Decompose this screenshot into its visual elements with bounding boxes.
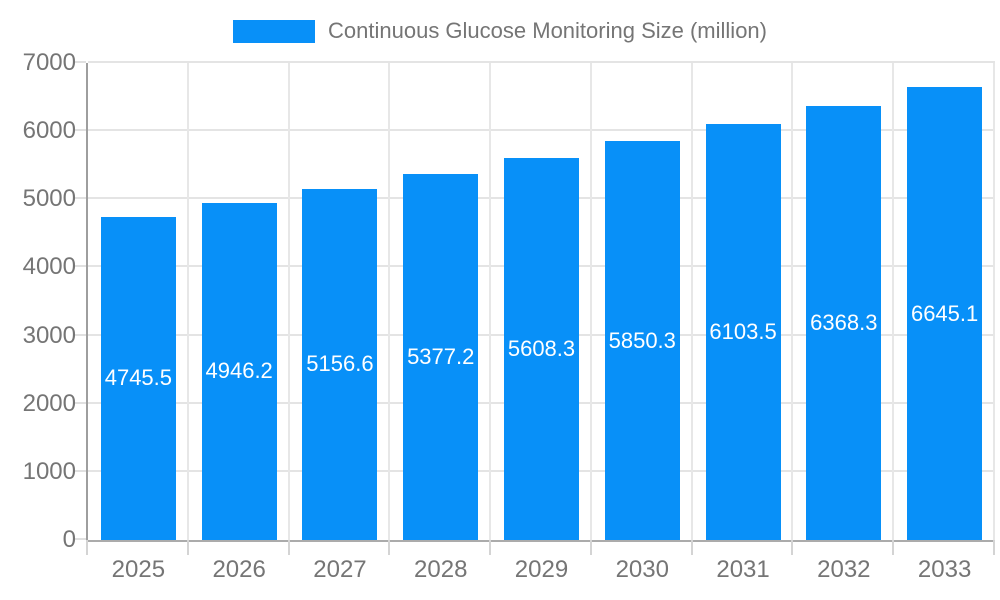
- legend-color-swatch: [233, 19, 316, 43]
- bar-value-label: 5608.3: [507, 335, 576, 361]
- x-tick-label: 2029: [514, 556, 569, 583]
- y-tick-label: 3000: [22, 321, 76, 349]
- bar-value-label: 6645.1: [910, 300, 979, 326]
- x-tick: [287, 540, 290, 555]
- y-tick-label: 7000: [22, 49, 76, 76]
- plot-area: 4745.5 4946.2 5156.6 5377.2 5608.3 5850.3 6103…: [74, 61, 995, 555]
- x-tick: [791, 540, 794, 555]
- v-gridline: [589, 63, 592, 540]
- v-gridline: [791, 63, 794, 540]
- legend: Continuous Glucose Monitoring Size (mill…: [0, 18, 1000, 44]
- bar-value-label: 6368.3: [810, 310, 878, 336]
- bar: [403, 173, 479, 540]
- bar: [806, 106, 882, 540]
- y-tick: [74, 469, 86, 472]
- x-tick-label: 2032: [817, 556, 871, 583]
- x-tick: [388, 540, 391, 555]
- bar-value-label: 5850.3: [608, 327, 676, 353]
- y-tick-label: 1000: [22, 457, 76, 485]
- v-gridline: [489, 63, 492, 540]
- y-tick: [74, 333, 86, 336]
- bar-value-label: 6103.5: [709, 319, 777, 345]
- v-gridline: [690, 63, 693, 540]
- bar: [705, 124, 781, 540]
- x-tick-label: 2031: [716, 556, 770, 583]
- y-tick: [74, 401, 86, 404]
- bar: [302, 188, 378, 540]
- bar: [100, 216, 176, 540]
- y-tick-label: 0: [62, 526, 76, 553]
- h-gridline: [88, 61, 995, 63]
- y-tick: [74, 197, 86, 200]
- v-gridline: [388, 63, 391, 540]
- x-tick: [489, 540, 492, 555]
- y-tick: [74, 265, 86, 268]
- v-gridline: [892, 63, 895, 540]
- y-tick: [74, 61, 86, 63]
- x-tick-label: 2028: [414, 556, 468, 583]
- y-tick-label: 2000: [22, 389, 76, 417]
- x-tick: [589, 540, 592, 555]
- x-tick-label: 2033: [917, 556, 972, 583]
- bar: [504, 157, 579, 540]
- bar-value-label: 4745.5: [104, 365, 173, 391]
- x-tick: [993, 540, 995, 555]
- bar-value-label: 5156.6: [306, 351, 374, 377]
- legend-label: Continuous Glucose Monitoring Size (mill…: [328, 18, 767, 43]
- y-tick-label: 6000: [22, 117, 76, 145]
- x-tick: [892, 540, 895, 555]
- x-tick-label: 2026: [212, 556, 266, 583]
- bar: [604, 141, 680, 540]
- x-tick-label: 2030: [615, 556, 669, 583]
- y-tick: [74, 129, 86, 132]
- v-gridline: [287, 63, 290, 540]
- v-gridline: [993, 63, 995, 540]
- h-gridline: [88, 129, 995, 132]
- x-tick-label: 2025: [111, 556, 166, 583]
- v-gridline: [186, 63, 189, 540]
- y-axis-line: [86, 63, 88, 540]
- bar-value-label: 4946.2: [205, 358, 273, 384]
- x-axis-line: [86, 540, 995, 542]
- bar: [907, 87, 983, 540]
- y-tick: [74, 538, 86, 540]
- bar-value-label: 5377.2: [407, 343, 475, 369]
- x-tick: [186, 540, 189, 555]
- y-tick-label: 5000: [22, 185, 76, 213]
- x-tick-label: 2027: [313, 556, 367, 583]
- y-tick-label: 4000: [22, 253, 76, 281]
- bar: [201, 202, 277, 540]
- x-tick: [86, 540, 88, 555]
- x-tick: [690, 540, 693, 555]
